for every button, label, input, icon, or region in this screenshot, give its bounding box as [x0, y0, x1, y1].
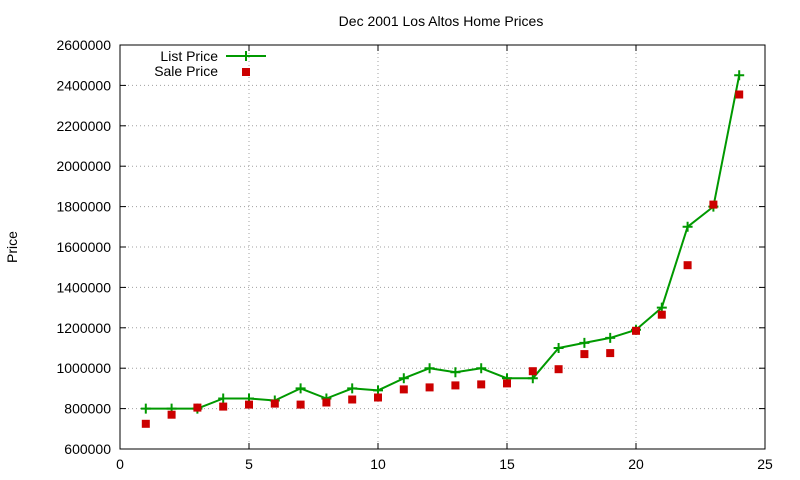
series — [140, 70, 745, 428]
data-point-sale-price — [167, 410, 176, 419]
data-point-sale-price — [503, 379, 511, 388]
data-point-sale-price — [270, 399, 279, 408]
series-line-list-price — [145, 75, 741, 410]
data-point-sale-price — [296, 400, 305, 409]
data-point-sale-price — [451, 381, 460, 390]
data-point-list-price — [450, 367, 461, 378]
y-axis-label: Price — [4, 231, 20, 263]
data-point-list-price — [424, 363, 435, 374]
x-tick-label: 25 — [757, 456, 773, 472]
data-point-sale-price — [477, 380, 486, 389]
data-point-sale-price — [399, 385, 408, 394]
data-point-list-price — [682, 221, 693, 232]
data-point-sale-price — [425, 383, 434, 392]
data-point-sale-price — [632, 326, 640, 335]
data-point-sale-price — [657, 310, 666, 319]
data-point-sale-price — [348, 395, 357, 404]
data-point-list-price — [605, 332, 616, 343]
x-tick-label: 20 — [628, 456, 644, 472]
data-point-sale-price — [374, 393, 382, 402]
data-point-sale-price — [193, 403, 202, 412]
data-point-list-price — [347, 383, 358, 394]
chart-title: Dec 2001 Los Altos Home Prices — [339, 13, 544, 29]
data-point-sale-price — [322, 398, 331, 407]
data-point-sale-price — [735, 90, 744, 99]
y-tick-label: 600000 — [64, 441, 111, 457]
data-point-sale-price — [683, 261, 692, 270]
data-point-sale-price — [141, 419, 150, 428]
x-tick-label: 10 — [370, 456, 386, 472]
data-point-sale-price — [709, 200, 718, 209]
data-point-list-price — [140, 403, 151, 414]
y-tick-label: 2400000 — [56, 77, 111, 93]
legend-marker-sale-price — [242, 68, 250, 76]
y-tick-label: 1200000 — [56, 320, 111, 336]
data-point-list-price — [476, 363, 487, 374]
data-point-sale-price — [580, 350, 589, 359]
x-tick-label: 0 — [116, 456, 124, 472]
legend-label-list-price: List Price — [160, 48, 218, 64]
grid — [120, 45, 765, 449]
data-point-list-price — [579, 337, 590, 348]
data-point-list-price — [295, 383, 306, 394]
data-point-list-price — [553, 343, 564, 353]
data-point-list-price — [398, 373, 409, 384]
x-tick-label: 5 — [245, 456, 253, 472]
x-tick-label: 15 — [499, 456, 515, 472]
legend-label-sale-price: Sale Price — [154, 63, 218, 79]
data-point-sale-price — [245, 400, 253, 409]
legend-marker-list-price — [241, 51, 251, 61]
data-point-list-price — [734, 70, 745, 81]
y-tick-label: 1000000 — [56, 360, 111, 376]
data-point-sale-price — [528, 367, 537, 376]
y-tick-label: 800000 — [64, 401, 111, 417]
y-tick-label: 2000000 — [56, 158, 111, 174]
y-tick-label: 2200000 — [56, 118, 111, 134]
y-tick-label: 2600000 — [56, 37, 111, 53]
legend: List Price Sale Price — [154, 48, 266, 79]
data-point-sale-price — [606, 349, 615, 358]
y-tick-label: 1400000 — [56, 279, 111, 295]
data-point-sale-price — [219, 402, 228, 411]
y-tick-label: 1800000 — [56, 199, 111, 215]
y-tick-label: 1600000 — [56, 239, 111, 255]
data-point-sale-price — [554, 365, 563, 374]
data-point-list-price — [218, 393, 229, 404]
axis-ticks: 600000 800000 1000000 1200000 1400000 1600000… — [56, 37, 773, 472]
